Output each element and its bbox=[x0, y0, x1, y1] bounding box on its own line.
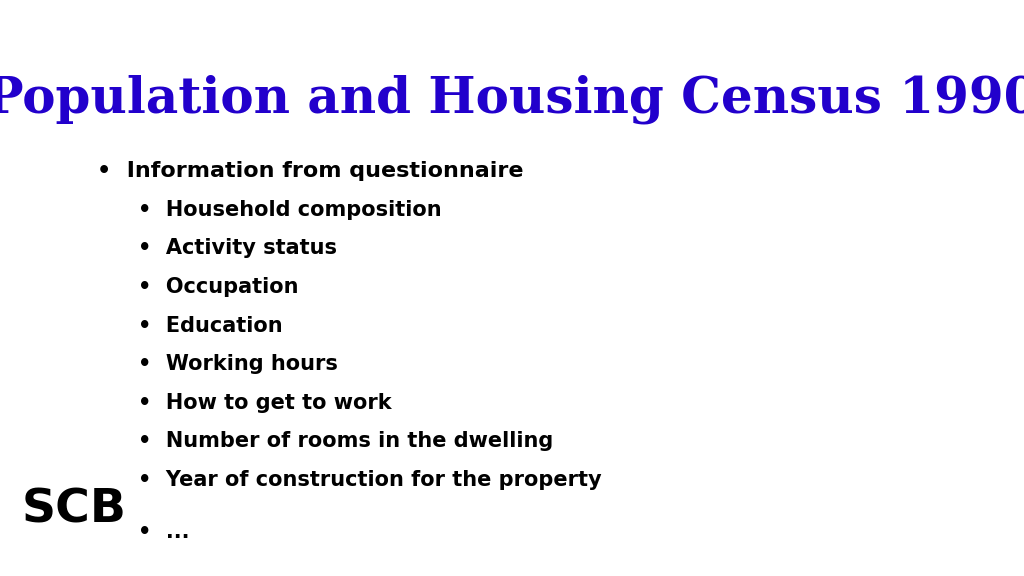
Text: •  Information from questionnaire: • Information from questionnaire bbox=[97, 161, 524, 181]
Text: •  Activity status: • Activity status bbox=[138, 238, 337, 259]
Text: •  Occupation: • Occupation bbox=[138, 277, 299, 297]
Text: •  Household composition: • Household composition bbox=[138, 200, 442, 220]
Text: •  Number of rooms in the dwelling: • Number of rooms in the dwelling bbox=[138, 431, 554, 452]
Text: •  Education: • Education bbox=[138, 316, 283, 336]
Text: Population and Housing Census 1990: Population and Housing Census 1990 bbox=[0, 75, 1024, 124]
Text: SCB: SCB bbox=[22, 487, 126, 532]
Text: •  Working hours: • Working hours bbox=[138, 354, 338, 374]
Text: •  ...: • ... bbox=[138, 522, 189, 542]
Text: •  How to get to work: • How to get to work bbox=[138, 393, 392, 413]
Text: •  Year of construction for the property: • Year of construction for the property bbox=[138, 470, 602, 490]
